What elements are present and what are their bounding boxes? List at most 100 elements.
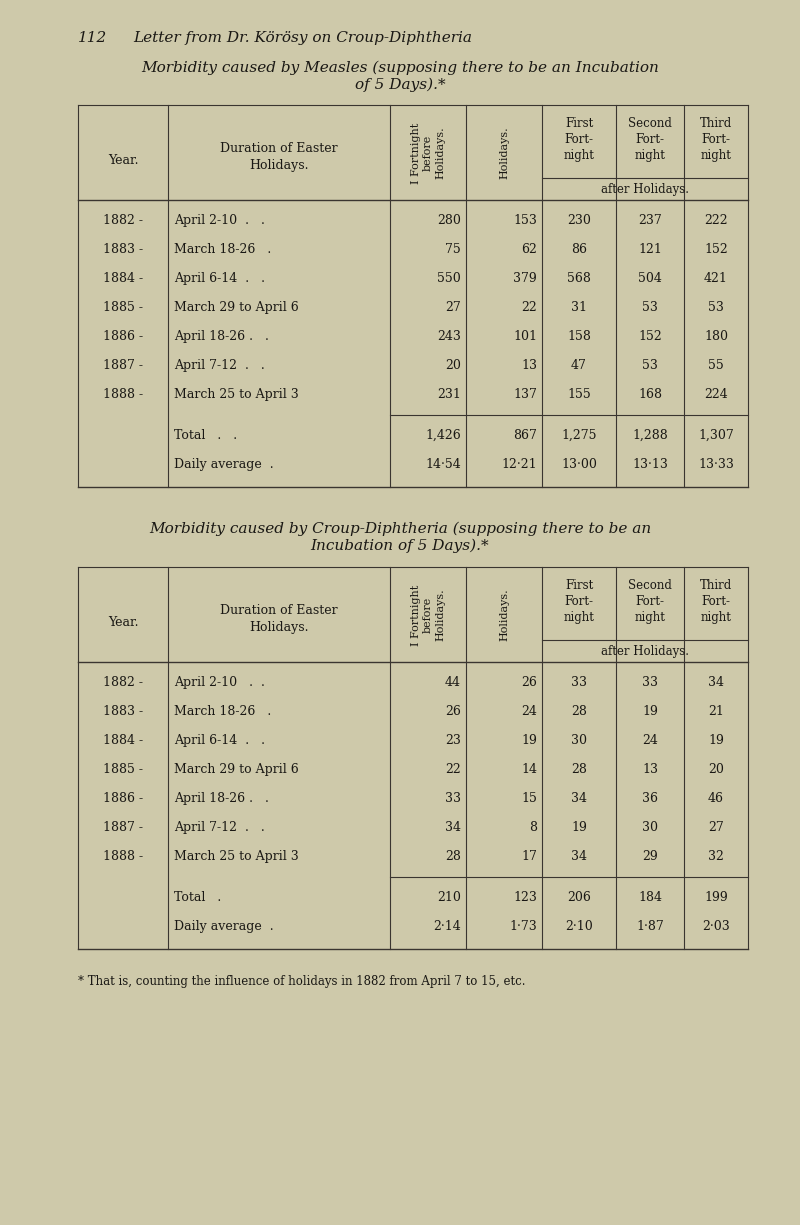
Text: 34: 34 bbox=[445, 821, 461, 834]
Text: 24: 24 bbox=[642, 734, 658, 747]
Text: April 18-26 .   .: April 18-26 . . bbox=[174, 793, 269, 805]
Text: 421: 421 bbox=[704, 272, 728, 285]
Text: 46: 46 bbox=[708, 793, 724, 805]
Text: 13·33: 13·33 bbox=[698, 458, 734, 470]
Text: 1884 -: 1884 - bbox=[103, 272, 143, 285]
Text: 14·54: 14·54 bbox=[426, 458, 461, 470]
Text: 47: 47 bbox=[571, 359, 587, 372]
Text: 36: 36 bbox=[642, 793, 658, 805]
Text: 1,288: 1,288 bbox=[632, 429, 668, 442]
Text: 44: 44 bbox=[445, 676, 461, 688]
Text: 231: 231 bbox=[437, 388, 461, 401]
Text: 19: 19 bbox=[708, 734, 724, 747]
Text: 28: 28 bbox=[571, 706, 587, 718]
Text: Third
Fort-
night: Third Fort- night bbox=[700, 579, 732, 624]
Text: 1883 -: 1883 - bbox=[103, 243, 143, 256]
Text: 28: 28 bbox=[571, 763, 587, 775]
Text: March 25 to April 3: March 25 to April 3 bbox=[174, 388, 298, 401]
Text: 1882 -: 1882 - bbox=[103, 676, 143, 688]
Text: 379: 379 bbox=[514, 272, 537, 285]
Text: 26: 26 bbox=[445, 706, 461, 718]
Text: Letter from Dr. Körösy on Croup-Diphtheria: Letter from Dr. Körösy on Croup-Diphther… bbox=[133, 31, 472, 45]
Text: 30: 30 bbox=[571, 734, 587, 747]
Text: April 6-14  .   .: April 6-14 . . bbox=[174, 272, 265, 285]
Text: 28: 28 bbox=[445, 850, 461, 862]
Text: Holidays.: Holidays. bbox=[499, 589, 509, 642]
Text: 33: 33 bbox=[642, 676, 658, 688]
Text: 1·73: 1·73 bbox=[510, 920, 537, 933]
Text: 1887 -: 1887 - bbox=[103, 359, 143, 372]
Text: Third
Fort-
night: Third Fort- night bbox=[700, 118, 732, 162]
Text: 15: 15 bbox=[521, 793, 537, 805]
Text: 224: 224 bbox=[704, 388, 728, 401]
Text: 2·10: 2·10 bbox=[565, 920, 593, 933]
Text: 230: 230 bbox=[567, 214, 591, 227]
Text: 184: 184 bbox=[638, 891, 662, 904]
Text: 26: 26 bbox=[521, 676, 537, 688]
Text: 14: 14 bbox=[521, 763, 537, 775]
Text: March 18-26   .: March 18-26 . bbox=[174, 706, 271, 718]
Text: 32: 32 bbox=[708, 850, 724, 862]
Text: 180: 180 bbox=[704, 330, 728, 343]
Text: 1888 -: 1888 - bbox=[103, 850, 143, 862]
Text: 867: 867 bbox=[513, 429, 537, 442]
Text: 19: 19 bbox=[642, 706, 658, 718]
Text: 2·14: 2·14 bbox=[434, 920, 461, 933]
Text: 31: 31 bbox=[571, 301, 587, 314]
Text: 153: 153 bbox=[513, 214, 537, 227]
Text: 112: 112 bbox=[78, 31, 107, 45]
Text: 34: 34 bbox=[571, 850, 587, 862]
Text: Second
Fort-
night: Second Fort- night bbox=[628, 579, 672, 624]
Text: Daily average  .: Daily average . bbox=[174, 458, 274, 470]
Text: 13·13: 13·13 bbox=[632, 458, 668, 470]
Text: Second
Fort-
night: Second Fort- night bbox=[628, 118, 672, 162]
Text: 1887 -: 1887 - bbox=[103, 821, 143, 834]
Text: 210: 210 bbox=[437, 891, 461, 904]
Text: 123: 123 bbox=[513, 891, 537, 904]
Text: April 6-14  .   .: April 6-14 . . bbox=[174, 734, 265, 747]
Text: 1884 -: 1884 - bbox=[103, 734, 143, 747]
Text: First
Fort-
night: First Fort- night bbox=[563, 579, 594, 624]
Text: 504: 504 bbox=[638, 272, 662, 285]
Text: March 29 to April 6: March 29 to April 6 bbox=[174, 301, 298, 314]
Text: 75: 75 bbox=[446, 243, 461, 256]
Text: Year.: Year. bbox=[108, 615, 138, 628]
Text: 27: 27 bbox=[446, 301, 461, 314]
Text: April 7-12  .   .: April 7-12 . . bbox=[174, 821, 265, 834]
Text: 19: 19 bbox=[521, 734, 537, 747]
Text: * That is, counting the influence of holidays in 1882 from April 7 to 15, etc.: * That is, counting the influence of hol… bbox=[78, 975, 526, 987]
Text: Duration of Easter
Holidays.: Duration of Easter Holidays. bbox=[220, 142, 338, 173]
Text: April 2-10  .   .: April 2-10 . . bbox=[174, 214, 265, 227]
Text: 33: 33 bbox=[571, 676, 587, 688]
Text: 53: 53 bbox=[642, 301, 658, 314]
Text: of 5 Days).*: of 5 Days).* bbox=[354, 78, 446, 92]
Text: Total   .   .: Total . . bbox=[174, 429, 237, 442]
Text: 30: 30 bbox=[642, 821, 658, 834]
Text: 86: 86 bbox=[571, 243, 587, 256]
Text: 137: 137 bbox=[513, 388, 537, 401]
Text: 2·03: 2·03 bbox=[702, 920, 730, 933]
Text: 1,307: 1,307 bbox=[698, 429, 734, 442]
Text: 199: 199 bbox=[704, 891, 728, 904]
Text: Year.: Year. bbox=[108, 153, 138, 167]
Text: 206: 206 bbox=[567, 891, 591, 904]
Text: 1885 -: 1885 - bbox=[103, 301, 143, 314]
Text: 1885 -: 1885 - bbox=[103, 763, 143, 775]
Text: 53: 53 bbox=[642, 359, 658, 372]
Text: 21: 21 bbox=[708, 706, 724, 718]
Text: 55: 55 bbox=[708, 359, 724, 372]
Text: 13·00: 13·00 bbox=[561, 458, 597, 470]
Text: 1·87: 1·87 bbox=[636, 920, 664, 933]
Text: Morbidity caused by Croup-Diphtheria (supposing there to be an: Morbidity caused by Croup-Diphtheria (su… bbox=[149, 522, 651, 537]
Text: 222: 222 bbox=[704, 214, 728, 227]
Text: 22: 22 bbox=[522, 301, 537, 314]
Text: Holidays.: Holidays. bbox=[499, 126, 509, 179]
Text: 20: 20 bbox=[708, 763, 724, 775]
Text: Total   .: Total . bbox=[174, 891, 222, 904]
Text: 17: 17 bbox=[521, 850, 537, 862]
Text: 20: 20 bbox=[445, 359, 461, 372]
Text: 24: 24 bbox=[521, 706, 537, 718]
Text: First
Fort-
night: First Fort- night bbox=[563, 118, 594, 162]
Text: April 18-26 .   .: April 18-26 . . bbox=[174, 330, 269, 343]
Text: Duration of Easter
Holidays.: Duration of Easter Holidays. bbox=[220, 604, 338, 635]
